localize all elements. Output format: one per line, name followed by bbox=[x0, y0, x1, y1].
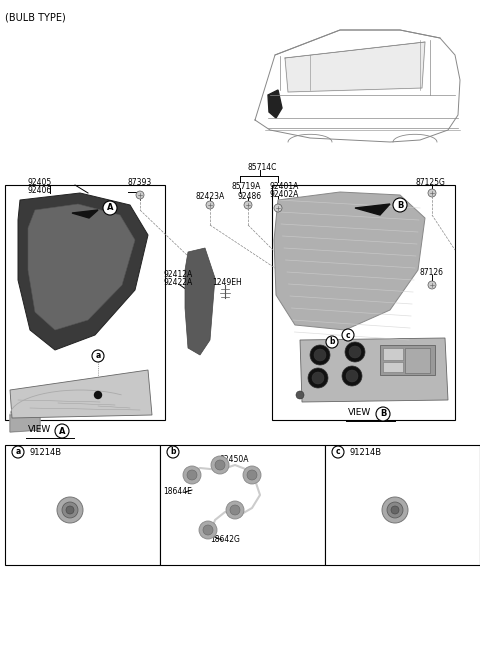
Circle shape bbox=[203, 525, 213, 535]
Text: a: a bbox=[96, 352, 101, 361]
Polygon shape bbox=[28, 204, 135, 330]
Text: 92405: 92405 bbox=[28, 178, 52, 187]
Text: 92406: 92406 bbox=[28, 186, 52, 195]
Circle shape bbox=[314, 349, 326, 361]
Text: B: B bbox=[397, 201, 403, 209]
Text: 1249EH: 1249EH bbox=[212, 278, 242, 287]
Text: 91214B: 91214B bbox=[350, 448, 382, 457]
Circle shape bbox=[136, 191, 144, 199]
Circle shape bbox=[243, 466, 261, 484]
Circle shape bbox=[382, 497, 408, 523]
Text: 91214B: 91214B bbox=[30, 448, 62, 457]
Circle shape bbox=[393, 198, 407, 212]
Circle shape bbox=[187, 470, 197, 480]
Bar bbox=[405, 348, 430, 373]
Circle shape bbox=[230, 505, 240, 515]
Circle shape bbox=[342, 366, 362, 386]
Text: 87126: 87126 bbox=[420, 268, 444, 277]
Text: 87393: 87393 bbox=[128, 178, 152, 187]
Circle shape bbox=[391, 506, 399, 514]
Circle shape bbox=[376, 407, 390, 421]
Circle shape bbox=[428, 281, 436, 289]
Polygon shape bbox=[300, 338, 448, 402]
Text: b: b bbox=[170, 447, 176, 457]
Text: 92486: 92486 bbox=[238, 192, 262, 201]
Circle shape bbox=[226, 501, 244, 519]
Circle shape bbox=[103, 201, 117, 215]
Bar bbox=[5, 445, 160, 565]
Circle shape bbox=[326, 336, 338, 348]
Circle shape bbox=[310, 345, 330, 365]
Text: 85714C: 85714C bbox=[248, 163, 277, 172]
Circle shape bbox=[92, 350, 104, 362]
Polygon shape bbox=[268, 90, 282, 118]
Text: VIEW: VIEW bbox=[28, 425, 51, 434]
Circle shape bbox=[387, 502, 403, 518]
Bar bbox=[272, 185, 455, 420]
Circle shape bbox=[296, 391, 304, 399]
Bar bbox=[380, 345, 435, 375]
Circle shape bbox=[428, 189, 436, 197]
Text: 92412A: 92412A bbox=[163, 270, 192, 279]
Bar bbox=[160, 445, 325, 565]
Circle shape bbox=[332, 446, 344, 458]
Circle shape bbox=[66, 506, 74, 514]
Bar bbox=[383, 362, 403, 372]
Circle shape bbox=[345, 342, 365, 362]
Bar bbox=[383, 348, 403, 360]
Text: b: b bbox=[329, 337, 335, 346]
Text: a: a bbox=[15, 447, 21, 457]
Circle shape bbox=[346, 370, 358, 382]
Bar bbox=[5, 185, 165, 420]
Polygon shape bbox=[285, 42, 425, 92]
Circle shape bbox=[55, 424, 69, 438]
Text: 85719A: 85719A bbox=[232, 182, 262, 191]
Text: c: c bbox=[346, 331, 350, 340]
Text: VIEW: VIEW bbox=[348, 408, 371, 417]
Polygon shape bbox=[355, 204, 390, 215]
Circle shape bbox=[62, 502, 78, 518]
Circle shape bbox=[199, 521, 217, 539]
Text: 87125G: 87125G bbox=[415, 178, 445, 187]
Text: 18642G: 18642G bbox=[210, 535, 240, 544]
Circle shape bbox=[274, 204, 282, 212]
Circle shape bbox=[57, 497, 83, 523]
Text: 92422A: 92422A bbox=[163, 278, 192, 287]
Text: 92402A: 92402A bbox=[270, 190, 300, 199]
Polygon shape bbox=[10, 370, 152, 418]
Circle shape bbox=[215, 460, 225, 470]
Circle shape bbox=[167, 446, 179, 458]
Text: B: B bbox=[380, 409, 386, 419]
Text: 18644E: 18644E bbox=[163, 487, 192, 496]
Circle shape bbox=[183, 466, 201, 484]
Polygon shape bbox=[10, 413, 40, 432]
Circle shape bbox=[12, 446, 24, 458]
Polygon shape bbox=[18, 193, 148, 350]
Polygon shape bbox=[274, 192, 425, 330]
Circle shape bbox=[308, 368, 328, 388]
Text: c: c bbox=[336, 447, 340, 457]
Circle shape bbox=[95, 392, 101, 398]
Circle shape bbox=[244, 201, 252, 209]
Text: 92450A: 92450A bbox=[220, 455, 250, 464]
Text: 82423A: 82423A bbox=[195, 192, 224, 201]
Text: A: A bbox=[59, 426, 65, 436]
Polygon shape bbox=[72, 210, 98, 218]
Circle shape bbox=[349, 346, 361, 358]
Circle shape bbox=[312, 372, 324, 384]
Circle shape bbox=[206, 201, 214, 209]
Text: (BULB TYPE): (BULB TYPE) bbox=[5, 12, 66, 22]
Text: 92401A: 92401A bbox=[270, 182, 300, 191]
Circle shape bbox=[342, 329, 354, 341]
Text: A: A bbox=[107, 203, 113, 213]
Bar bbox=[325, 445, 480, 565]
Circle shape bbox=[211, 456, 229, 474]
Circle shape bbox=[247, 470, 257, 480]
Polygon shape bbox=[185, 248, 215, 355]
